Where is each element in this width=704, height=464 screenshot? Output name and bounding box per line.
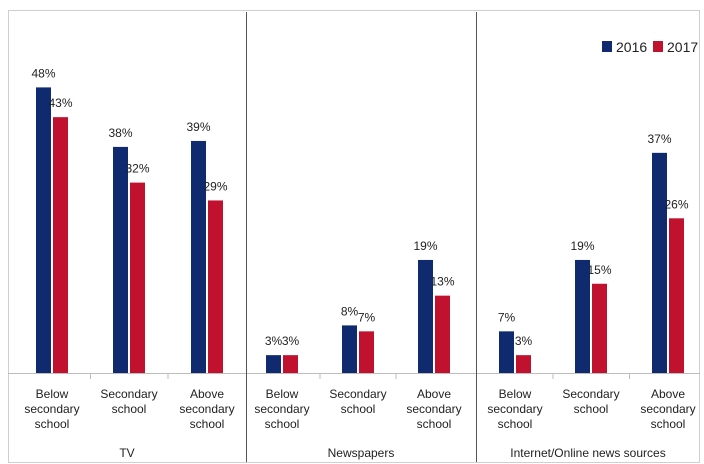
legend-swatch-2017	[653, 41, 663, 52]
bar-2016-0-1	[113, 146, 128, 373]
bar-2017-1-2	[435, 295, 450, 373]
category-label-line: school	[498, 417, 533, 431]
bar-2017-0-1	[130, 182, 145, 373]
data-label-2017-2-1: 15%	[587, 263, 611, 277]
category-label-line: Above	[651, 387, 685, 401]
data-label-2017-1-1: 7%	[358, 310, 376, 324]
bar-2017-2-1	[592, 283, 607, 373]
category-label-line: Below	[36, 387, 69, 401]
chart-frame	[8, 10, 700, 463]
legend-label-2017: 2017	[667, 39, 698, 55]
category-label-line: Secondary	[562, 387, 619, 401]
category-label-line: Below	[266, 387, 299, 401]
panel-label-1: Newspapers	[328, 446, 395, 460]
bar-2016-2-2	[652, 152, 667, 373]
data-label-2016-1-1: 8%	[341, 304, 359, 318]
category-label-line: Above	[190, 387, 224, 401]
category-label-line: secondary	[254, 402, 309, 416]
category-label-line: Below	[499, 387, 532, 401]
category-label-line: secondary	[406, 402, 461, 416]
category-label-line: school	[112, 402, 147, 416]
category-label-1-2: Above secondary school	[406, 387, 461, 431]
category-label-1-1: Secondary school	[329, 387, 386, 416]
data-label-2017-0-1: 32%	[125, 162, 149, 176]
category-label-line: secondary	[179, 402, 234, 416]
legend-swatch-2016	[602, 41, 612, 52]
category-label-line: school	[35, 417, 70, 431]
bar-2016-1-1	[342, 325, 357, 373]
category-label-2-1: Secondary school	[562, 387, 619, 416]
panel-label-2: Internet/Online news sources	[510, 446, 665, 460]
category-label-0-2: Above secondary school	[179, 387, 234, 431]
data-label-2017-1-0: 3%	[282, 334, 300, 348]
data-label-2016-2-0: 7%	[498, 310, 516, 324]
category-label-0-0: Below secondary school	[24, 387, 79, 431]
data-label-2016-0-0: 48%	[31, 66, 55, 80]
bar-2016-2-1	[575, 259, 590, 373]
category-label-line: secondary	[24, 402, 79, 416]
bar-2016-1-2	[418, 259, 433, 373]
category-label-line: school	[341, 402, 376, 416]
bar-2017-1-0	[283, 355, 298, 373]
data-label-2017-0-0: 43%	[48, 96, 72, 110]
bar-2017-2-0	[516, 355, 531, 373]
data-label-2017-2-2: 26%	[664, 197, 688, 211]
category-label-0-1: Secondary school	[100, 387, 157, 416]
category-label-line: secondary	[640, 402, 695, 416]
category-label-1-0: Below secondary school	[254, 387, 309, 431]
bar-2016-0-2	[191, 140, 206, 373]
data-label-2016-2-1: 19%	[570, 239, 594, 253]
category-label-line: Secondary	[100, 387, 157, 401]
bar-2017-2-2	[669, 218, 684, 373]
bar-2016-2-0	[499, 331, 514, 373]
category-label-2-0: Below secondary school	[487, 387, 542, 431]
data-label-2016-1-2: 19%	[413, 239, 437, 253]
category-label-2-2: Above secondary school	[640, 387, 695, 431]
bar-2016-1-0	[266, 355, 281, 373]
bar-2017-0-0	[53, 117, 68, 374]
category-label-line: secondary	[487, 402, 542, 416]
data-label-2017-0-2: 29%	[203, 179, 227, 193]
category-label-line: school	[265, 417, 300, 431]
category-label-line: school	[651, 417, 686, 431]
category-label-line: Secondary	[329, 387, 386, 401]
legend-label-2016: 2016	[616, 39, 647, 55]
legend: 2016 2017	[602, 39, 698, 55]
data-label-2016-0-1: 38%	[108, 126, 132, 140]
panel-label-0: TV	[119, 446, 134, 460]
data-label-2016-2-2: 37%	[647, 132, 671, 146]
bar-2016-0-0	[36, 87, 51, 374]
data-label-2017-1-2: 13%	[430, 275, 454, 289]
data-label-2017-2-0: 3%	[515, 334, 533, 348]
category-label-line: school	[190, 417, 225, 431]
bar-2017-0-2	[208, 200, 223, 373]
category-label-line: school	[417, 417, 452, 431]
data-label-2016-0-2: 39%	[186, 120, 210, 134]
category-label-line: school	[574, 402, 609, 416]
bar-2017-1-1	[359, 331, 374, 373]
category-label-line: Above	[417, 387, 451, 401]
data-label-2016-1-0: 3%	[265, 334, 283, 348]
